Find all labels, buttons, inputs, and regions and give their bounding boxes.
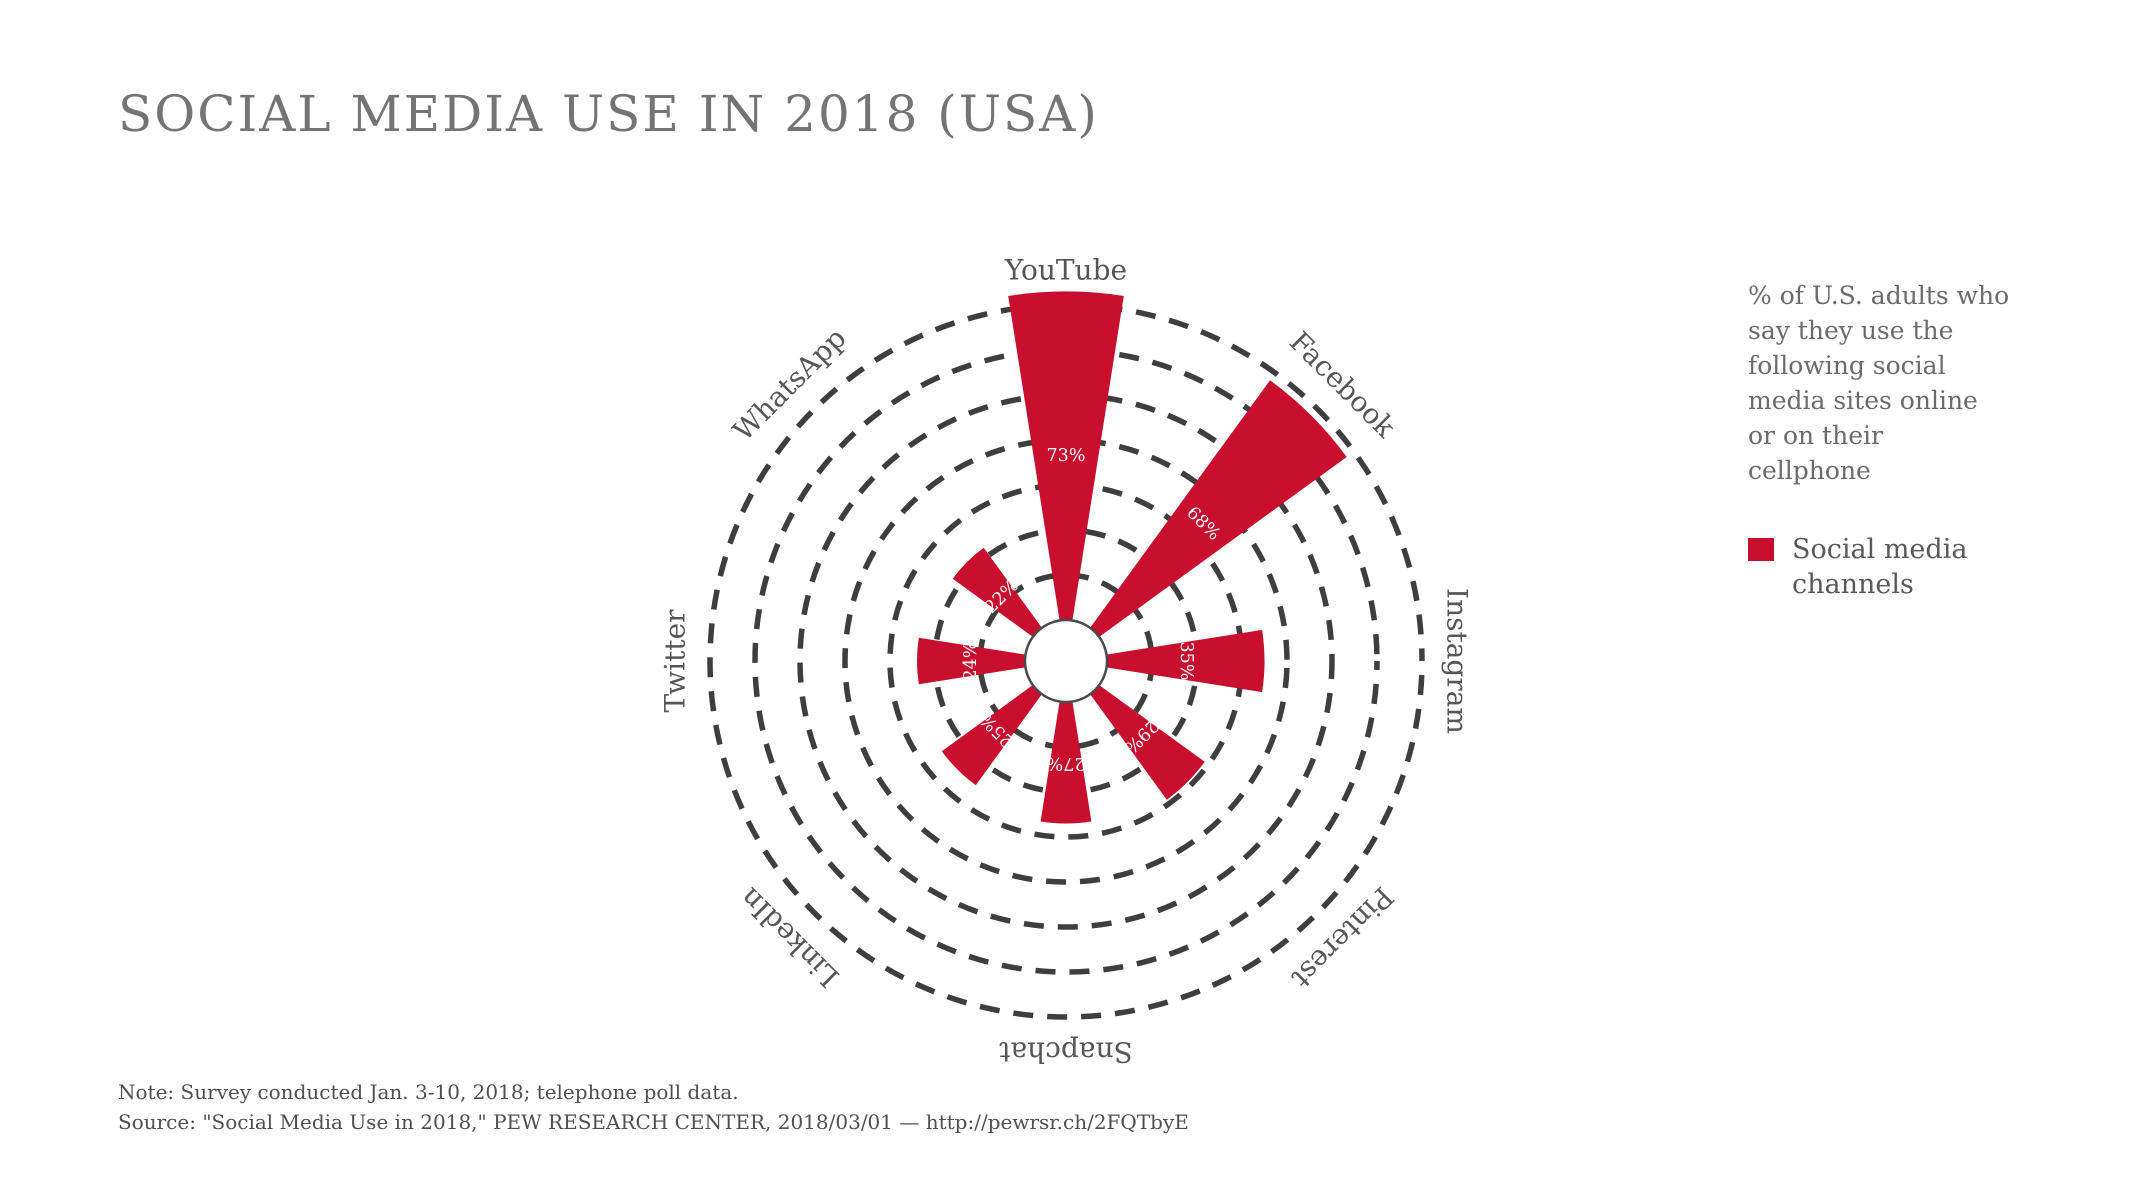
source-line: Source: "Social Media Use in 2018," PEW …	[118, 1109, 1189, 1134]
bar-instagram	[1066, 629, 1265, 693]
category-label-linkedin: LinkedIn	[733, 881, 846, 994]
bar-twitter	[916, 637, 1066, 685]
legend: % of U.S. adults who say they use the fo…	[1748, 278, 2048, 602]
category-label-pinterest: Pinterest	[1285, 880, 1400, 995]
bar-linkedin	[941, 661, 1066, 786]
category-label-instagram: Instagram	[1441, 588, 1474, 734]
chart-title: SOCIAL MEDIA USE IN 2018 (USA)	[118, 85, 1099, 143]
bar-snapchat	[1040, 661, 1092, 824]
legend-item-label: Social media channels	[1792, 534, 1968, 600]
center-hub	[1023, 618, 1109, 704]
grid-ring-50	[797, 392, 1335, 930]
legend-description: % of U.S. adults who say they use the fo…	[1748, 281, 2010, 485]
bar-youtube	[1008, 291, 1124, 661]
bar-pinterest	[1066, 661, 1205, 800]
legend-swatch-icon	[1748, 538, 1774, 561]
bar-facebook	[1066, 380, 1347, 661]
bar-value-label: 27%	[1047, 753, 1086, 773]
footer-notes: Note: Survey conducted Jan. 3-10, 2018; …	[118, 1078, 1189, 1137]
bar-value-label: 73%	[1047, 446, 1086, 466]
bar-value-label: 35%	[1176, 642, 1196, 681]
category-label-whatsapp: WhatsApp	[726, 321, 852, 447]
category-label-youtube: YouTube	[1004, 254, 1127, 287]
legend-item: Social media channels	[1748, 532, 2048, 602]
note-line: Note: Survey conducted Jan. 3-10, 2018; …	[118, 1080, 739, 1104]
category-label-snapchat: Snapchat	[999, 1036, 1133, 1069]
grid-ring-70	[707, 302, 1425, 1020]
category-label-twitter: Twitter	[659, 609, 692, 713]
bar-value-label: 24%	[961, 642, 981, 681]
